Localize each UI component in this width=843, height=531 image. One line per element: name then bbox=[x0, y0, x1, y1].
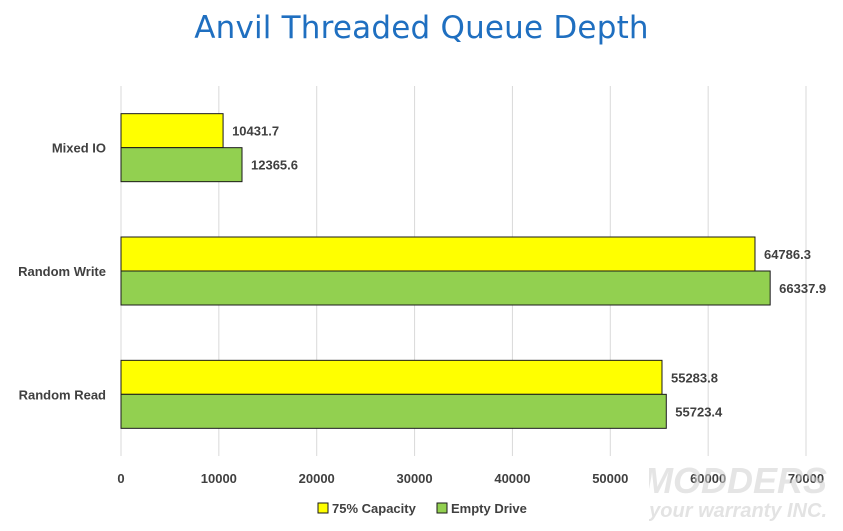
chart-title: Anvil Threaded Queue Depth bbox=[194, 10, 649, 46]
data-label: 12365.6 bbox=[251, 158, 298, 173]
x-tick-label: 30000 bbox=[396, 471, 432, 486]
x-tick-labels: 0 10000 20000 30000 40000 50000 60000 70000 bbox=[117, 471, 824, 486]
data-label: 66337.9 bbox=[779, 281, 826, 296]
category-label: Random Write bbox=[18, 264, 106, 279]
data-labels: 10431.7 12365.6 64786.3 66337.9 55283.8 55723… bbox=[232, 124, 826, 420]
svg-text:MODDERS: MODDERS bbox=[649, 460, 827, 501]
bar bbox=[120, 147, 243, 183]
bar bbox=[120, 393, 667, 429]
bars bbox=[120, 113, 771, 429]
x-tick-label: 40000 bbox=[494, 471, 530, 486]
data-label: 55283.8 bbox=[671, 370, 718, 385]
x-tick-label: 70000 bbox=[788, 471, 824, 486]
category-label: Random Read bbox=[19, 387, 106, 402]
legend-label: 75% Capacity bbox=[332, 501, 417, 516]
svg-text:VOID your warranty INC.: VOID your warranty INC. bbox=[649, 500, 827, 522]
x-tick-label: 60000 bbox=[690, 471, 726, 486]
data-label: 55723.4 bbox=[675, 404, 723, 419]
x-tick-label: 0 bbox=[117, 471, 124, 486]
data-label: 64786.3 bbox=[764, 247, 811, 262]
modders-inc-watermark-logo: MODDERS VOID your warranty INC. bbox=[649, 460, 827, 522]
x-tick-label: 10000 bbox=[201, 471, 237, 486]
bar bbox=[120, 359, 663, 395]
legend: 75% Capacity Empty Drive bbox=[317, 501, 527, 516]
bar bbox=[120, 236, 756, 272]
category-labels: Mixed IO Random Write Random Read bbox=[18, 141, 106, 403]
legend-swatch bbox=[317, 502, 329, 514]
x-tick-label: 50000 bbox=[592, 471, 628, 486]
x-tick-label: 20000 bbox=[299, 471, 335, 486]
data-label: 10431.7 bbox=[232, 124, 279, 139]
bar bbox=[120, 270, 771, 306]
bar bbox=[120, 113, 224, 149]
category-label: Mixed IO bbox=[52, 141, 106, 156]
legend-label: Empty Drive bbox=[451, 501, 527, 516]
legend-swatch bbox=[436, 502, 448, 514]
